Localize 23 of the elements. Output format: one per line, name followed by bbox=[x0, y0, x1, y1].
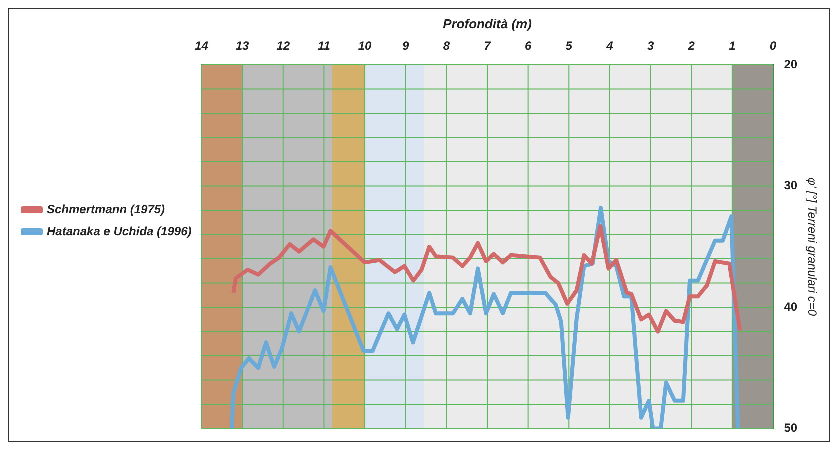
x-tick-label: 13 bbox=[236, 39, 250, 54]
x-tick-label: 4 bbox=[606, 39, 614, 54]
x-tick-label: 3 bbox=[647, 39, 654, 54]
y-tick-label: 40 bbox=[784, 300, 798, 314]
legend-label: Schmertmann (1975) bbox=[47, 202, 166, 216]
y-tick-label: 50 bbox=[784, 421, 798, 436]
x-tick-label: 7 bbox=[484, 39, 492, 54]
x-tick-label: 6 bbox=[524, 39, 532, 54]
x-tick-label: 12 bbox=[276, 39, 290, 54]
x-tick-label: 2 bbox=[687, 39, 696, 54]
x-tick-label: 14 bbox=[195, 39, 209, 54]
x-tick-label: 1 bbox=[729, 39, 736, 54]
x-tick-label: 8 bbox=[443, 39, 450, 54]
y-axis-title: φ' [°] Terreni granulari c=0 bbox=[805, 178, 820, 316]
x-tick-label: 0 bbox=[770, 39, 777, 54]
x-tick-label: 11 bbox=[318, 39, 331, 54]
x-tick-label: 9 bbox=[402, 39, 410, 54]
y-tick-label: 30 bbox=[784, 178, 798, 193]
x-tick-label: 10 bbox=[358, 39, 372, 54]
y-tick-label: 20 bbox=[784, 57, 798, 72]
x-tick-label: 5 bbox=[566, 39, 573, 54]
legend-label: Hatanaka e Uchida (1996) bbox=[47, 224, 192, 238]
x-axis-title: Profondità (m) bbox=[443, 16, 532, 32]
